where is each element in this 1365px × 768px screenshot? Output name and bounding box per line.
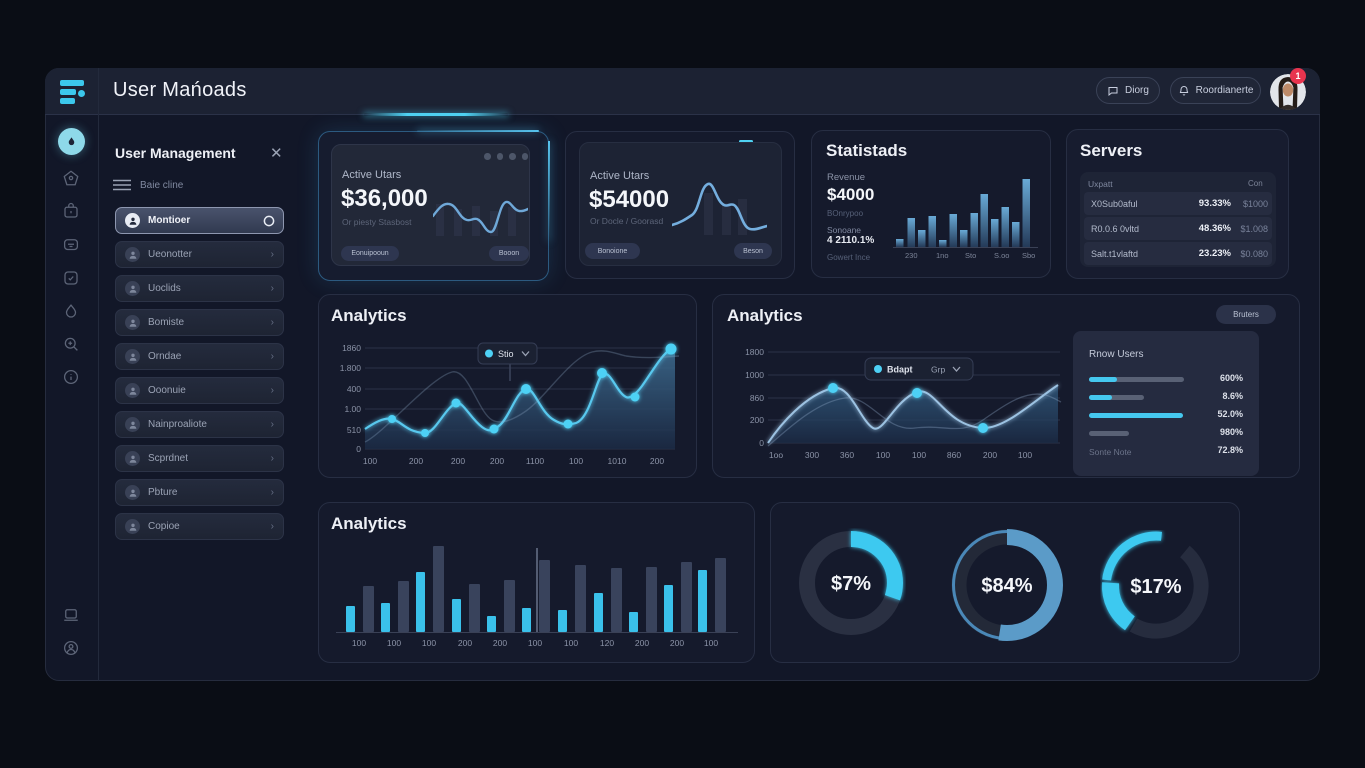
svg-text:$7%: $7% [831,573,871,595]
svg-text:200: 200 [650,456,664,466]
svg-text:200: 200 [458,638,472,648]
svg-text:200: 200 [983,450,997,460]
svg-text:200: 200 [493,638,507,648]
svg-text:230: 230 [905,251,918,260]
svg-text:1.00: 1.00 [344,404,361,414]
svg-text:100: 100 [876,450,890,460]
svg-text:1100: 1100 [526,456,545,466]
svg-text:S.oo: S.oo [994,251,1009,260]
svg-text:100: 100 [352,638,366,648]
svg-text:1860: 1860 [342,343,361,353]
svg-text:0: 0 [356,444,361,454]
svg-text:200: 200 [451,456,465,466]
svg-text:200: 200 [670,638,684,648]
svg-text:1oo: 1oo [769,450,783,460]
svg-text:Grp: Grp [931,365,945,375]
svg-text:0: 0 [759,438,764,448]
svg-text:100: 100 [363,456,377,466]
svg-text:1000: 1000 [745,370,764,380]
svg-text:100: 100 [387,638,401,648]
svg-text:200: 200 [409,456,423,466]
svg-text:Sto: Sto [965,251,976,260]
svg-text:$84%: $84% [981,575,1032,597]
svg-text:1010: 1010 [608,456,627,466]
svg-text:Stio: Stio [498,349,514,359]
svg-text:Sbo: Sbo [1022,251,1035,260]
svg-text:860: 860 [947,450,961,460]
svg-text:200: 200 [490,456,504,466]
svg-text:100: 100 [564,638,578,648]
svg-text:100: 100 [528,638,542,648]
svg-text:300: 300 [805,450,819,460]
svg-text:100: 100 [704,638,718,648]
svg-text:100: 100 [569,456,583,466]
svg-text:1no: 1no [936,251,949,260]
svg-text:200: 200 [635,638,649,648]
svg-text:510: 510 [347,425,361,435]
svg-text:1.800: 1.800 [340,363,362,373]
svg-text:$17%: $17% [1130,576,1181,598]
svg-text:1800: 1800 [745,347,764,357]
svg-text:100: 100 [422,638,436,648]
svg-text:860: 860 [750,393,764,403]
svg-text:400: 400 [347,384,361,394]
svg-text:120: 120 [600,638,614,648]
svg-text:100: 100 [1018,450,1032,460]
svg-text:Bdapt: Bdapt [887,365,913,375]
svg-text:360: 360 [840,450,854,460]
svg-text:200: 200 [750,415,764,425]
svg-text:100: 100 [912,450,926,460]
